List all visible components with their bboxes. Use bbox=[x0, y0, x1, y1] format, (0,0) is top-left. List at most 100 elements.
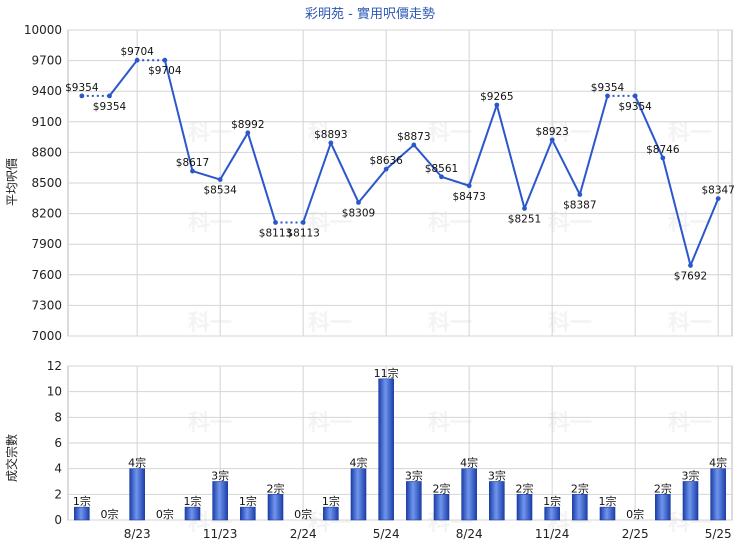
price-point bbox=[245, 130, 251, 136]
price-y-tick-label: 9700 bbox=[31, 54, 62, 68]
watermark-text: 科一 bbox=[308, 211, 352, 236]
price-point bbox=[605, 93, 610, 99]
volume-bar bbox=[240, 506, 256, 521]
watermark-text: 科一 bbox=[428, 121, 472, 146]
chart-title: 彩明苑 - 實用呎價走勢 bbox=[305, 6, 435, 22]
price-y-tick-label: 7000 bbox=[31, 329, 62, 343]
watermark-layer: 科一科一科一科一科一科一科一科一科一科一科一科一科一科一科一科一科一科一科一科一… bbox=[188, 121, 712, 536]
price-point bbox=[466, 183, 472, 189]
price-point-label: $8534 bbox=[203, 185, 237, 197]
volume-bar bbox=[489, 481, 505, 521]
x-tick-label: 8/23 bbox=[124, 527, 151, 541]
volume-y-tick-label: 10 bbox=[47, 385, 62, 399]
price-line-segment bbox=[551, 139, 581, 195]
price-point-label: $8113 bbox=[259, 227, 292, 239]
price-point bbox=[134, 57, 140, 63]
price-point-label: $9354 bbox=[618, 101, 652, 113]
price-point-label: $8746 bbox=[646, 144, 680, 156]
watermark-text: 科一 bbox=[308, 411, 352, 436]
volume-bar bbox=[406, 481, 422, 521]
price-y-tick-label: 9100 bbox=[31, 115, 62, 129]
price-point-labels: $9354 $9354 $9704 $9704 $8617 $8534 $8992 $8113… bbox=[65, 46, 735, 282]
watermark-text: 科一 bbox=[428, 311, 472, 336]
volume-bar bbox=[184, 506, 201, 521]
volume-bar bbox=[74, 506, 90, 521]
volume-bar-label: 1宗 bbox=[543, 494, 561, 508]
price-point-label: $9704 bbox=[120, 46, 154, 58]
volume-bar-label: 1宗 bbox=[322, 494, 340, 508]
volume-y-axis-label: 成交宗數 bbox=[4, 434, 19, 482]
price-point bbox=[439, 174, 444, 180]
price-line-segment bbox=[357, 168, 387, 204]
price-line-segment bbox=[302, 142, 332, 223]
price-line-series bbox=[81, 59, 720, 266]
price-point-label: $8309 bbox=[342, 207, 375, 219]
price-point-label: $8893 bbox=[314, 129, 347, 141]
price-point bbox=[577, 192, 583, 197]
volume-bar bbox=[682, 481, 699, 521]
volume-bar bbox=[655, 494, 671, 521]
price-point bbox=[190, 168, 195, 174]
price-point bbox=[107, 93, 112, 99]
price-point-label: $9704 bbox=[148, 65, 182, 77]
price-y-tick-label: 7600 bbox=[31, 268, 62, 282]
watermark-text: 科一 bbox=[668, 311, 712, 336]
price-y-axis-label: 平均呎價 bbox=[5, 158, 19, 206]
x-tick-label: 11/23 bbox=[203, 527, 238, 541]
price-line-segment bbox=[689, 198, 720, 266]
price-line-segment bbox=[495, 104, 526, 209]
price-y-tick-label: 9400 bbox=[31, 84, 62, 98]
price-point-label: $8561 bbox=[425, 163, 458, 175]
price-line-segment bbox=[441, 175, 470, 187]
volume-bar bbox=[323, 506, 339, 521]
volume-bar bbox=[350, 468, 367, 521]
watermark-text: 科一 bbox=[668, 411, 712, 436]
price-point bbox=[411, 142, 417, 148]
volume-bar-label: 2宗 bbox=[267, 481, 285, 495]
volume-bar bbox=[516, 494, 533, 521]
price-line-segment bbox=[329, 142, 360, 203]
volume-bar-labels: 1宗 0宗 4宗 0宗 1宗 3宗 1宗 2宗 0宗 1宗 4宗 11宗 3宗 2宗 4宗 3宗 2宗 1宗 2宗 1… bbox=[73, 366, 727, 521]
price-line-segment bbox=[661, 157, 692, 266]
price-point-label: $8923 bbox=[535, 126, 568, 138]
volume-bar bbox=[129, 468, 145, 521]
price-line-segment bbox=[634, 95, 664, 159]
x-axis: 8/23 11/23 2/24 5/24 8/24 11/24 2/25 5/25 bbox=[124, 527, 732, 541]
volume-bar bbox=[572, 494, 588, 521]
volume-bar-label: 2宗 bbox=[571, 481, 589, 495]
volume-bar-label: 0宗 bbox=[156, 507, 174, 521]
price-point bbox=[660, 155, 666, 161]
watermark-text: 科一 bbox=[308, 311, 352, 336]
price-line-segment bbox=[108, 59, 138, 97]
price-point-label: $8992 bbox=[231, 119, 264, 131]
watermark-text: 科一 bbox=[188, 411, 232, 436]
price-point-label: $7692 bbox=[674, 270, 707, 282]
volume-bar bbox=[710, 468, 726, 521]
price-y-tick-label: 7300 bbox=[31, 298, 62, 312]
watermark-text: 科一 bbox=[548, 311, 592, 336]
volume-bar-label: 2宗 bbox=[516, 481, 534, 495]
price-point bbox=[715, 196, 721, 202]
volume-bar-label: 11宗 bbox=[374, 366, 399, 380]
price-point-label: $8617 bbox=[176, 157, 209, 169]
x-tick-label: 11/24 bbox=[535, 527, 570, 541]
price-point-label: $8873 bbox=[397, 131, 430, 143]
watermark-text: 科一 bbox=[188, 311, 232, 336]
volume-y-tick-label: 6 bbox=[54, 436, 62, 450]
price-point bbox=[217, 177, 223, 182]
volume-bar-label: 3宗 bbox=[405, 469, 423, 483]
volume-bar-label: 1宗 bbox=[239, 494, 257, 508]
price-line-segment bbox=[523, 139, 554, 209]
price-line-segment bbox=[246, 132, 277, 223]
volume-bar bbox=[461, 468, 477, 521]
price-y-tick-label: 8200 bbox=[31, 207, 62, 221]
price-point bbox=[549, 137, 555, 143]
price-y-axis: 7000 7300 7600 7900 8200 8500 8800 9100 9400 9700… bbox=[24, 23, 62, 343]
volume-bar bbox=[599, 506, 616, 521]
volume-y-tick-label: 4 bbox=[54, 462, 62, 476]
price-point bbox=[632, 93, 638, 99]
price-point bbox=[79, 93, 85, 99]
price-y-tick-label: 8800 bbox=[31, 145, 62, 159]
